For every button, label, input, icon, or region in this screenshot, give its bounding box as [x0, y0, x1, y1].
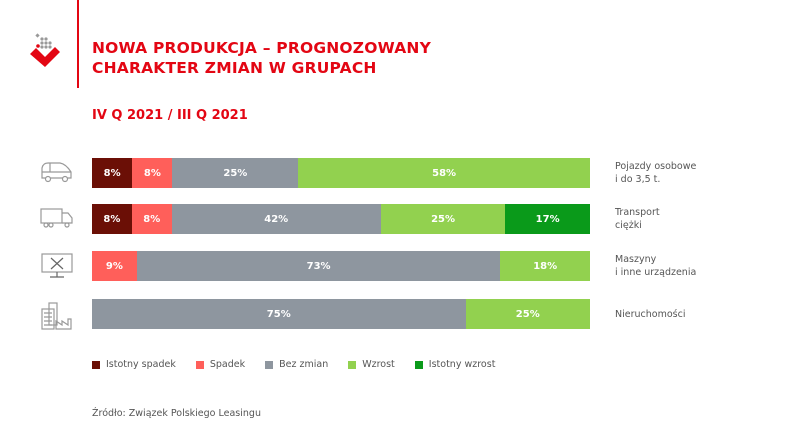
- legend-label: Bez zmian: [279, 359, 329, 370]
- legend-label: Istotny spadek: [106, 359, 176, 370]
- logo: [30, 33, 60, 67]
- category-label: Pojazdy osobowe i do 3,5 t.: [615, 161, 697, 185]
- legend-item: Spadek: [195, 359, 246, 370]
- source-note: Źródło: Związek Polskiego Leasingu: [92, 408, 261, 419]
- building-factory-icon: [40, 301, 74, 335]
- legend-label: Istotny wzrost: [428, 359, 496, 370]
- legend-swatch: [348, 360, 357, 369]
- legend: Istotny spadek Spadek Bez zmian Wzrost Istot…: [92, 359, 515, 370]
- bar-segment: 58%: [298, 158, 590, 188]
- divider: [77, 0, 79, 88]
- legend-swatch: [195, 360, 204, 369]
- bar-segment: 18%: [500, 251, 590, 281]
- legend-item: Istotny spadek: [92, 359, 176, 370]
- bar-segment: 8%: [132, 158, 173, 188]
- legend-label: Spadek: [209, 359, 246, 370]
- legend-label: Wzrost: [362, 359, 395, 370]
- machine-tools-icon: [40, 253, 74, 283]
- bar-segment: 25%: [465, 299, 590, 329]
- bar-row: 8% 8% 25% 58%: [92, 158, 590, 188]
- bar-segment: 8%: [92, 158, 133, 188]
- bar-row: 9% 73% 18%: [92, 251, 590, 281]
- bar-segment: 8%: [92, 204, 132, 234]
- bar-segment: 73%: [136, 251, 501, 281]
- bar-row: 8% 8% 42% 25% 17%: [92, 204, 590, 234]
- bar-row: 75% 25%: [92, 299, 590, 329]
- legend-swatch: [265, 360, 274, 369]
- bar-segment: 9%: [92, 251, 137, 281]
- bar-segment: 75%: [92, 299, 466, 329]
- category-label: Maszyny i inne urządzenia: [615, 254, 697, 278]
- legend-item: Istotny wzrost: [414, 359, 496, 370]
- bar-segment: 42%: [171, 204, 381, 234]
- legend-swatch: [92, 360, 100, 369]
- bar-segment: 25%: [380, 204, 506, 234]
- chart-subtitle: IV Q 2021 / III Q 2021: [92, 108, 248, 123]
- category-label: Transport ciężki: [615, 207, 660, 231]
- legend-item: Bez zmian: [265, 359, 328, 370]
- bar-segment: 8%: [131, 204, 172, 234]
- legend-swatch: [414, 360, 423, 369]
- bar-segment: 17%: [505, 204, 590, 234]
- category-label: Nieruchomości: [615, 309, 686, 320]
- truck-icon: [40, 206, 74, 234]
- chart-title: NOWA PRODUKCJA – PROGNOZOWANY CHARAKTER Z…: [92, 39, 432, 77]
- legend-item: Wzrost: [348, 359, 395, 370]
- car-icon: [40, 160, 74, 188]
- bar-segment: 25%: [172, 158, 299, 188]
